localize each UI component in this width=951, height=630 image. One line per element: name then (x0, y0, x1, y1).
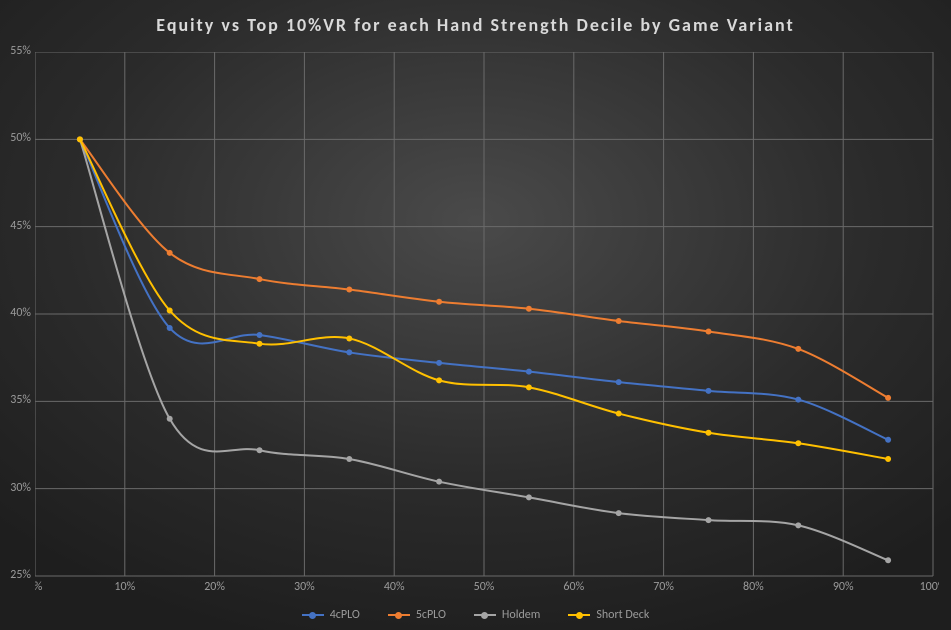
legend-marker-icon (302, 610, 324, 620)
legend-marker-icon (388, 610, 410, 620)
legend-item-4cplo: 4cPLO (302, 608, 360, 622)
series-marker (346, 335, 352, 341)
series-marker (616, 318, 622, 324)
x-tick-label: 30% (294, 580, 315, 594)
series-marker (795, 346, 801, 352)
legend-marker-icon (568, 610, 590, 620)
x-tick-label: 70% (653, 580, 674, 594)
legend-label: 4cPLO (330, 608, 360, 622)
series-marker (526, 494, 532, 500)
legend-item-holdem: Holdem (474, 608, 540, 622)
legend-label: 5cPLO (416, 608, 446, 622)
series-marker (616, 510, 622, 516)
series-marker (436, 377, 442, 383)
series-marker (436, 479, 442, 485)
y-tick-label: 35% (10, 393, 31, 407)
x-tick-label: 60% (563, 580, 584, 594)
y-tick-label: 50% (10, 131, 31, 145)
series-marker (616, 379, 622, 385)
series-marker (526, 369, 532, 375)
legend-item-5cplo: 5cPLO (388, 608, 446, 622)
legend-label: Short Deck (596, 608, 649, 622)
series-marker (257, 332, 263, 338)
legend-item-short-deck: Short Deck (568, 608, 649, 622)
legend: 4cPLO 5cPLO Holdem Short Deck (0, 608, 951, 622)
legend-marker-icon (474, 610, 496, 620)
series-marker (167, 308, 173, 314)
series-marker (346, 287, 352, 293)
y-tick-label: 55% (10, 44, 31, 58)
series-marker (885, 456, 891, 462)
series-marker (885, 395, 891, 401)
x-tick-label: 90% (833, 580, 854, 594)
legend-label: Holdem (502, 608, 540, 622)
series-marker (257, 447, 263, 453)
series-marker (795, 522, 801, 528)
series-marker (616, 411, 622, 417)
series-marker (526, 384, 532, 390)
y-tick-label: 40% (10, 306, 31, 320)
equity-chart: Equity vs Top 10%VR for each Hand Streng… (0, 0, 951, 630)
series-marker (526, 306, 532, 312)
x-tick-label: 0% (35, 580, 43, 594)
y-tick-label: 25% (10, 568, 31, 582)
series-marker (706, 430, 712, 436)
series-marker (795, 397, 801, 403)
series-marker (167, 250, 173, 256)
series-marker (706, 517, 712, 523)
gridlines (35, 52, 933, 576)
x-tick-label: 100% (920, 580, 939, 594)
series-marker (885, 437, 891, 443)
series-marker (706, 388, 712, 394)
y-tick-label: 30% (10, 481, 31, 495)
series-marker (167, 416, 173, 422)
series-marker (77, 136, 83, 142)
series-marker (436, 360, 442, 366)
series-marker (167, 325, 173, 331)
series-marker (706, 328, 712, 334)
plot-area: 0% 10% 20% 30% 40% 50% 60% 70% 80% 90% 100% (35, 52, 939, 594)
series-marker (436, 299, 442, 305)
x-tick-label: 20% (204, 580, 225, 594)
x-tick-label: 80% (743, 580, 764, 594)
series-marker (346, 349, 352, 355)
series-marker (795, 440, 801, 446)
x-tick-label: 40% (384, 580, 405, 594)
series-marker (346, 456, 352, 462)
chart-title: Equity vs Top 10%VR for each Hand Streng… (0, 14, 951, 36)
y-tick-label: 45% (10, 219, 31, 233)
series-marker (257, 341, 263, 347)
series-marker (885, 557, 891, 563)
y-tick-labels: 25%30%35%40%45%50%55% (0, 52, 31, 576)
x-tick-label: 10% (114, 580, 135, 594)
x-tick-label: 50% (474, 580, 495, 594)
series-marker (257, 276, 263, 282)
